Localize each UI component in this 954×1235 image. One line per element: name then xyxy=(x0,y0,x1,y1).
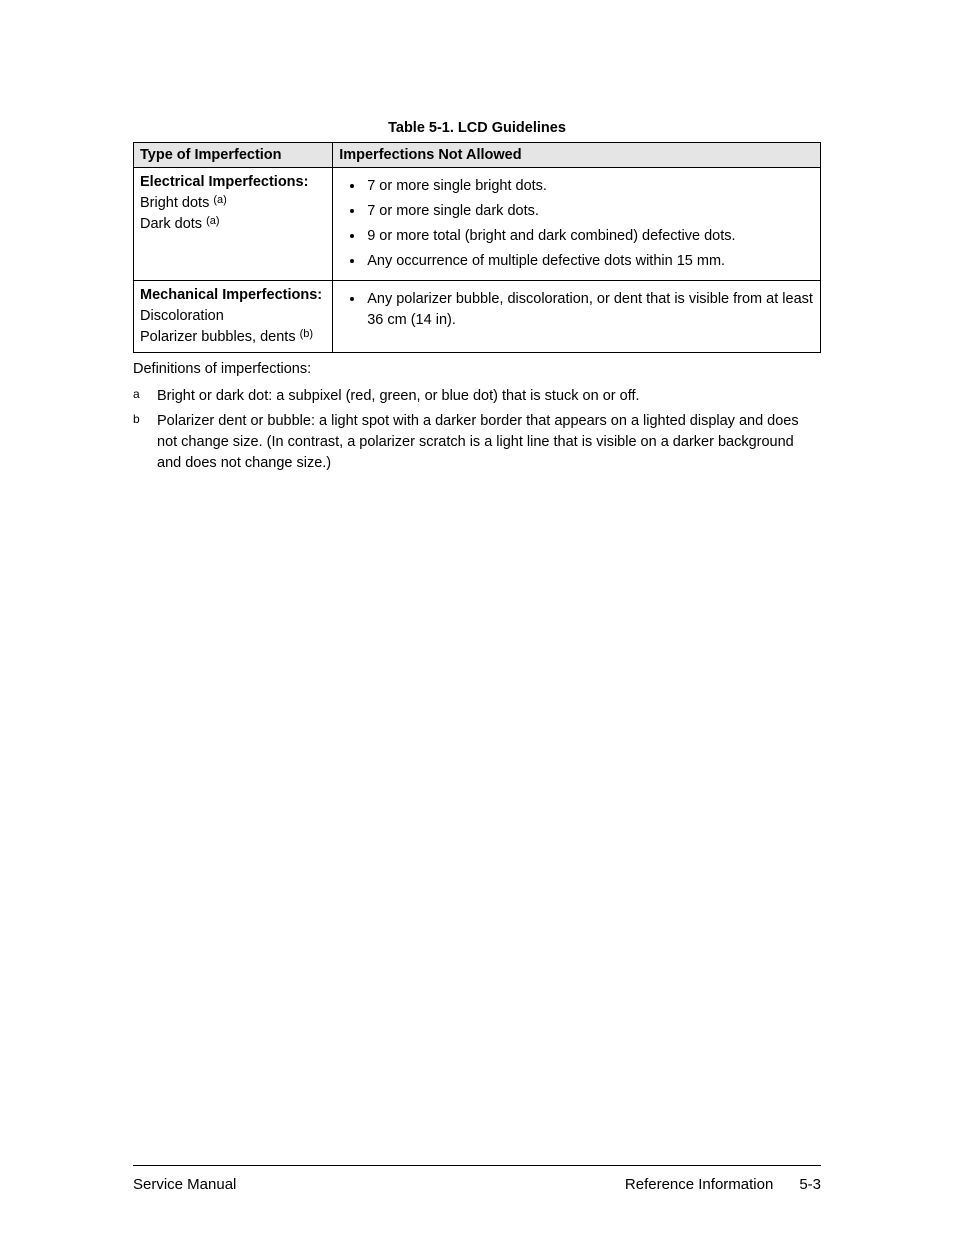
superscript: (a) xyxy=(213,194,226,206)
cell-type: Electrical Imperfections: Bright dots (a… xyxy=(134,168,333,281)
type-line: Bright dots (a) xyxy=(140,193,326,214)
footnote-row: a Bright or dark dot: a subpixel (red, g… xyxy=(133,384,821,409)
footer-page-number: 5-3 xyxy=(799,1176,821,1193)
type-line: Polarizer bubbles, dents (b) xyxy=(140,327,326,348)
page: Table 5-1. LCD Guidelines Type of Imperf… xyxy=(0,0,954,1235)
bullet-item: 7 or more single bright dots. xyxy=(365,174,814,199)
type-line-text: Discoloration xyxy=(140,308,224,324)
lcd-guidelines-table: Type of Imperfection Imperfections Not A… xyxy=(133,142,821,353)
header-type: Type of Imperfection xyxy=(134,143,333,168)
bullet-item: Any polarizer bubble, discoloration, or … xyxy=(365,287,814,333)
type-line: Dark dots (a) xyxy=(140,214,326,235)
type-line: Discoloration xyxy=(140,306,326,327)
row-heading: Mechanical Imperfections: xyxy=(140,285,326,306)
bullet-list: Any polarizer bubble, discoloration, or … xyxy=(339,287,814,333)
footer-left: Service Manual xyxy=(133,1176,236,1193)
bullet-item: Any occurrence of multiple defective dot… xyxy=(365,249,814,274)
bullet-item: 9 or more total (bright and dark combine… xyxy=(365,224,814,249)
bullet-list: 7 or more single bright dots. 7 or more … xyxy=(339,174,814,274)
superscript: (a) xyxy=(206,215,219,227)
superscript: (b) xyxy=(300,328,313,340)
table-caption: Table 5-1. LCD Guidelines xyxy=(133,120,821,136)
footnote-mark: a xyxy=(133,386,157,407)
footer-section: Reference Information xyxy=(625,1176,773,1193)
type-line-text: Dark dots xyxy=(140,216,206,232)
cell-allow: 7 or more single bright dots. 7 or more … xyxy=(333,168,821,281)
header-allow: Imperfections Not Allowed xyxy=(333,143,821,168)
table-row: Mechanical Imperfections: Discoloration … xyxy=(134,281,821,353)
table-row: Electrical Imperfections: Bright dots (a… xyxy=(134,168,821,281)
table-header-row: Type of Imperfection Imperfections Not A… xyxy=(134,143,821,168)
type-line-text: Polarizer bubbles, dents xyxy=(140,329,300,345)
type-line-text: Bright dots xyxy=(140,195,213,211)
footnote-row: b Polarizer dent or bubble: a light spot… xyxy=(133,409,821,476)
definitions-title: Definitions of imperfections: xyxy=(133,357,821,384)
footnote-text: Polarizer dent or bubble: a light spot w… xyxy=(157,411,821,474)
footnote-text: Bright or dark dot: a subpixel (red, gre… xyxy=(157,386,821,407)
footer-right: Reference Information 5-3 xyxy=(625,1176,821,1193)
footnote-mark: b xyxy=(133,411,157,474)
definitions-block: Definitions of imperfections: a Bright o… xyxy=(133,357,821,476)
cell-allow: Any polarizer bubble, discoloration, or … xyxy=(333,281,821,353)
page-footer: Service Manual Reference Information 5-3 xyxy=(133,1165,821,1193)
row-heading: Electrical Imperfections: xyxy=(140,172,326,193)
bullet-item: 7 or more single dark dots. xyxy=(365,199,814,224)
cell-type: Mechanical Imperfections: Discoloration … xyxy=(134,281,333,353)
